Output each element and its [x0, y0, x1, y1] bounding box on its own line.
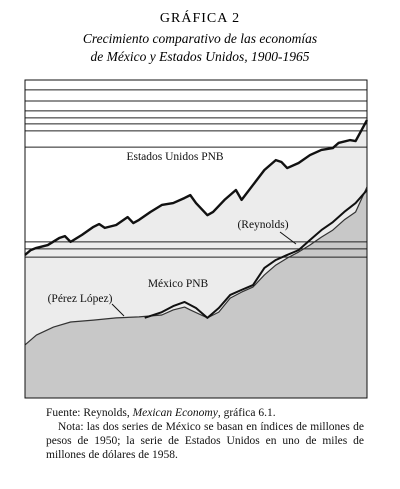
legend-label: Estados Unidos PNB: [126, 151, 223, 163]
legend-label: (Pérez López): [48, 293, 113, 305]
chart-title: GRÁFICA 2: [160, 9, 240, 26]
chart-subtitle: de México y Estados Unidos, 1900-1965: [91, 49, 310, 64]
source-title: Mexican Economy: [132, 407, 218, 419]
plot-frame: [24, 79, 368, 399]
chart: GRÁFICA 2 Crecimiento comparativo de las…: [24, 9, 369, 399]
source-text: Fuente: Reynolds,: [46, 407, 133, 419]
arrow: [279, 231, 297, 245]
chart-subtitle: Crecimiento comparativo de las economías: [83, 31, 317, 46]
series-line: [24, 186, 368, 346]
source: Fuente: Reynolds, Mexican Economy, gráfi…: [46, 406, 364, 420]
legend-label: (Reynolds): [237, 219, 288, 231]
arrow: [111, 303, 125, 317]
source-text: , gráfica 6.1.: [217, 407, 276, 419]
area: [25, 186, 367, 398]
series-line: [144, 189, 368, 319]
note: Nota: las dos series de México se basan …: [46, 421, 364, 461]
series-line: [24, 119, 369, 256]
annotation: México PNB: [148, 278, 209, 290]
plot: Estados Unidos PNB (Reynolds) México PNB (P…: [24, 79, 369, 399]
